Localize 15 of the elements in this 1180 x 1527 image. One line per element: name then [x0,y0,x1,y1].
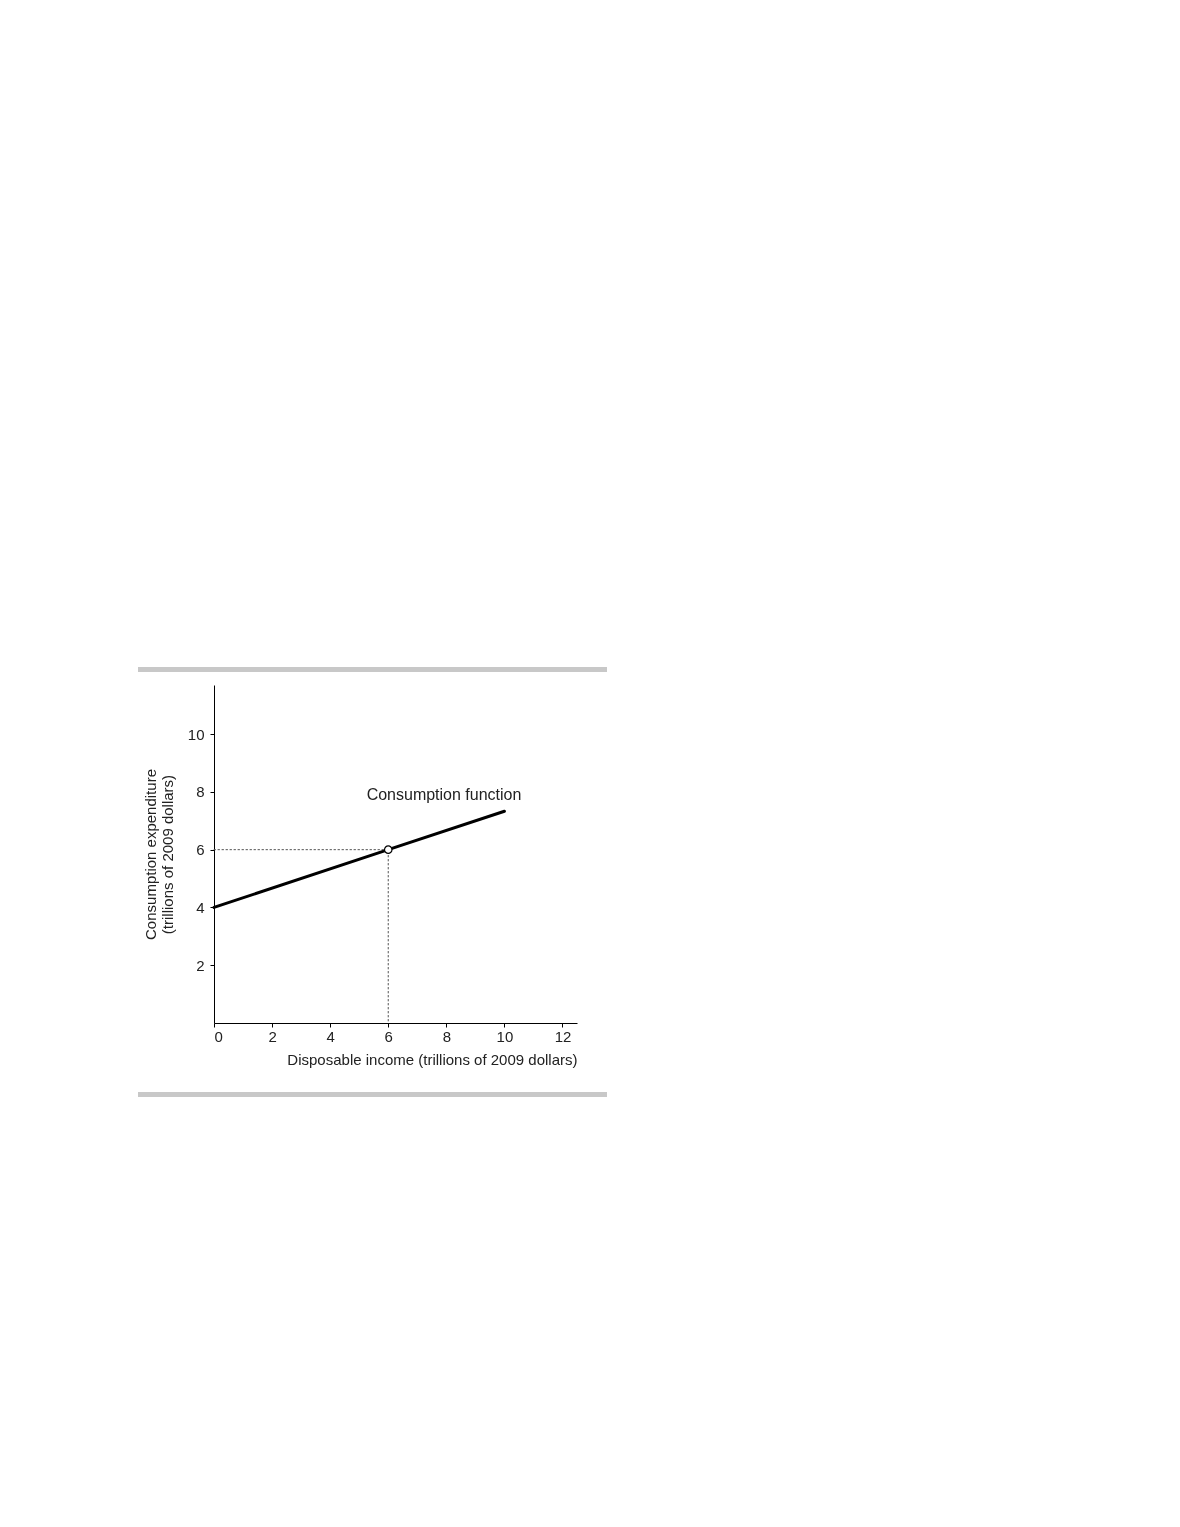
x-tick-label: 6 [384,1027,393,1045]
y-tick-label: 10 [187,725,205,743]
x-tick-label: 2 [268,1027,277,1045]
y-tick-label: 6 [196,841,205,859]
y-tick-label: 8 [196,783,205,801]
y-tick-label: 2 [196,956,205,974]
y-axis-title: Consumption expenditure (trillions of 2009 dollars) [141,769,176,940]
x-tick-label: 0 [214,1027,223,1045]
x-tick-label: 8 [442,1027,451,1045]
x-tick-label: 4 [326,1027,335,1045]
x-tick-label: 10 [496,1027,514,1045]
y-tick-label: 4 [196,898,205,916]
annotation: Consumption function [366,786,522,803]
x-axis-title: Disposable income (trillions of 2009 dollars) [287,1050,578,1068]
x-tick-label: 12 [554,1027,572,1045]
